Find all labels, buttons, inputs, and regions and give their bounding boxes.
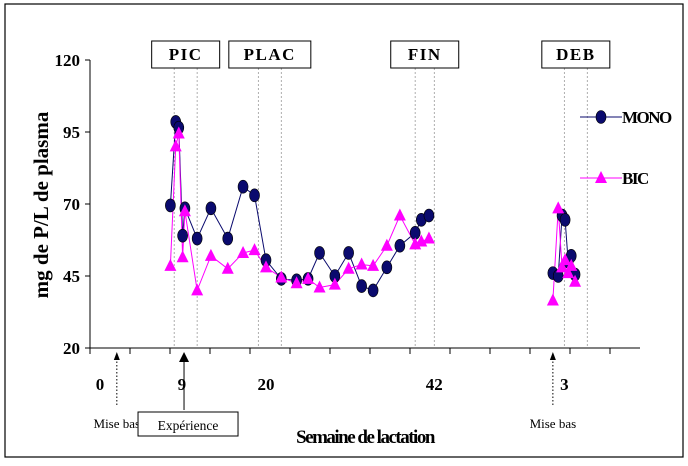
x-tick-label: 3 (560, 375, 569, 394)
bic-point (302, 271, 315, 284)
phase-box (390, 40, 460, 69)
phase-label: PIC (169, 45, 203, 64)
x-axis-label: Semaine de lactation (296, 427, 436, 448)
y-axis-label: mg de P/L de plasma (29, 111, 53, 298)
y-tick-label: 70 (63, 195, 80, 214)
bic-point (164, 258, 177, 271)
bic-point (355, 257, 368, 270)
bic-point (313, 280, 326, 293)
legend-label-mono: MONO (622, 108, 672, 127)
mono-point (595, 110, 607, 124)
mono-point (237, 179, 249, 194)
mono-point (222, 231, 234, 246)
phase-label: PLAC (244, 45, 296, 64)
bic-series-line (169, 133, 430, 293)
bic-point (562, 266, 575, 279)
phase-box (541, 40, 611, 69)
mono-point (205, 201, 217, 216)
mono-point (367, 283, 379, 298)
phase-label: DEB (556, 45, 595, 64)
mono-point (249, 188, 260, 203)
bic-point (422, 231, 435, 244)
y-tick-label: 95 (63, 123, 80, 142)
bic-point (393, 208, 406, 221)
bic-point (367, 258, 380, 271)
phase-label: FIN (408, 45, 442, 64)
x-tick-label: 42 (426, 375, 443, 394)
mono-point (381, 260, 393, 275)
bic-point (565, 258, 578, 271)
bic-point (169, 139, 182, 152)
mise-bas-label: Mise bas (94, 416, 141, 431)
mono-point (356, 279, 367, 293)
x-tick-label: 9 (178, 375, 187, 394)
y-tick-label: 45 (63, 267, 80, 286)
bic-point (248, 243, 261, 256)
experience-label: Expérience (158, 418, 219, 433)
bic-point (260, 260, 272, 273)
mono-point (559, 213, 571, 227)
phase-box (228, 40, 312, 69)
mise-bas-label: Mise bas (530, 416, 577, 431)
bic-point (559, 253, 572, 266)
mono-point (165, 198, 176, 213)
bic-point (204, 248, 217, 261)
mise-bas-arrow-head (113, 352, 120, 360)
mise-bas-arrow-head (549, 352, 556, 360)
bic-point (342, 261, 355, 274)
bic-point (176, 250, 189, 263)
mono-point (314, 246, 325, 260)
bic-point (380, 238, 393, 251)
experience-arrow-head (179, 352, 190, 362)
y-tick-label: 20 (63, 339, 80, 358)
bic-point (569, 274, 582, 287)
bic-point (328, 277, 341, 290)
mono-point (191, 231, 203, 246)
bic-point (178, 204, 191, 217)
bic-point (275, 270, 288, 283)
bic-point (556, 260, 569, 273)
legend-label-bic: BIC (622, 169, 648, 188)
x-tick-label: 0 (96, 375, 105, 394)
phase-box (151, 40, 221, 69)
bic-point (237, 245, 250, 258)
bic-point (172, 126, 185, 139)
mono-point (177, 228, 188, 243)
mono-point (394, 238, 406, 253)
y-tick-label: 120 (55, 51, 81, 70)
bic-point (595, 171, 607, 183)
bic-point (552, 201, 565, 214)
bic-point (546, 293, 559, 306)
x-tick-label: 20 (258, 375, 275, 394)
mono-point (343, 246, 354, 260)
mono-point (423, 208, 435, 223)
bic-point (221, 261, 234, 274)
bic-point (191, 283, 204, 296)
bic-point (290, 276, 303, 289)
experience-box (137, 411, 239, 437)
